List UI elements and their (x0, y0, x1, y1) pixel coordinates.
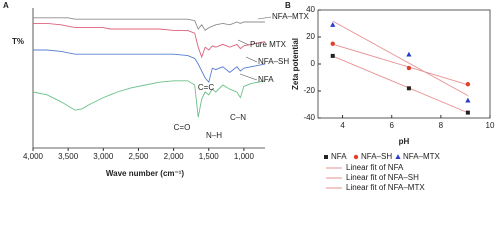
label-leader (245, 56, 258, 63)
y-tick-label: 40 (306, 5, 315, 14)
legend-label: NFA (331, 152, 347, 161)
point (465, 82, 471, 87)
series-label: NFA–MTX (272, 12, 310, 21)
x-axis-label: Wave number (cm⁻¹) (106, 169, 184, 178)
legend-fit-label: Linear fit of NFA–MTX (346, 183, 425, 192)
spectrum-line (33, 17, 265, 32)
point (395, 154, 401, 159)
x-tick-label: 3,000 (93, 152, 114, 161)
y-tick-label: -40 (303, 113, 315, 122)
annotation: C=C (198, 83, 214, 92)
x-tick-label: 2,000 (164, 152, 185, 161)
x-tick-label: 6 (389, 121, 394, 130)
y-tick-label: 20 (306, 32, 315, 41)
series-label: Pure MTX (250, 40, 287, 49)
annotation: C=O (174, 123, 191, 132)
label-leader (239, 73, 258, 81)
legend-label: NFA–SH (361, 152, 392, 161)
legend-fit-label: Linear fit of NFA (346, 163, 404, 172)
x-axis-label: pH (399, 137, 410, 146)
x-tick-label: 4 (340, 121, 345, 130)
legend-label: NFA–MTX (403, 152, 441, 161)
label-leader (257, 16, 272, 20)
x-tick-label: 3,500 (58, 152, 79, 161)
annotation: N–H (206, 131, 222, 140)
x-tick-label: 4,000 (23, 152, 44, 161)
point (406, 65, 412, 71)
x-tick-label: 1,000 (234, 152, 255, 161)
y-tick-label: 0 (311, 59, 316, 68)
fit-line (332, 43, 469, 86)
point (465, 97, 471, 103)
figure: A Wave number (cm⁻¹) T% 4,000 3,500 3,000 2,50… (3, 1, 495, 192)
series-label: NFA (258, 75, 274, 84)
panel-label: B (285, 1, 291, 10)
fit-line (332, 20, 469, 97)
panel-label: A (3, 1, 9, 10)
point (330, 41, 335, 46)
point (330, 22, 336, 27)
y-tick-label: -20 (303, 86, 315, 95)
series-label: NFA–SH (258, 57, 289, 66)
x-tick-label: 2,500 (128, 152, 149, 161)
spectrum-line (33, 22, 266, 59)
spectrum-line (32, 80, 266, 118)
legend-fit-label: Linear fit of NFA–SH (346, 173, 419, 182)
x-tick-label: 10 (486, 121, 495, 130)
x-tick-label: 8 (439, 121, 444, 130)
point (406, 51, 412, 57)
annotation: C–N (230, 113, 246, 122)
plot-frame (317, 9, 491, 119)
point (465, 110, 470, 115)
spectrum-line (33, 49, 266, 84)
y-axis-label: Zeta potential (291, 38, 300, 90)
y-axis-label: T% (12, 37, 24, 46)
point (406, 86, 411, 91)
point (353, 154, 359, 160)
label-leader (237, 39, 250, 46)
fit-line (332, 55, 469, 114)
point (324, 155, 328, 159)
point (330, 53, 335, 58)
x-tick-label: 1,500 (199, 152, 220, 161)
